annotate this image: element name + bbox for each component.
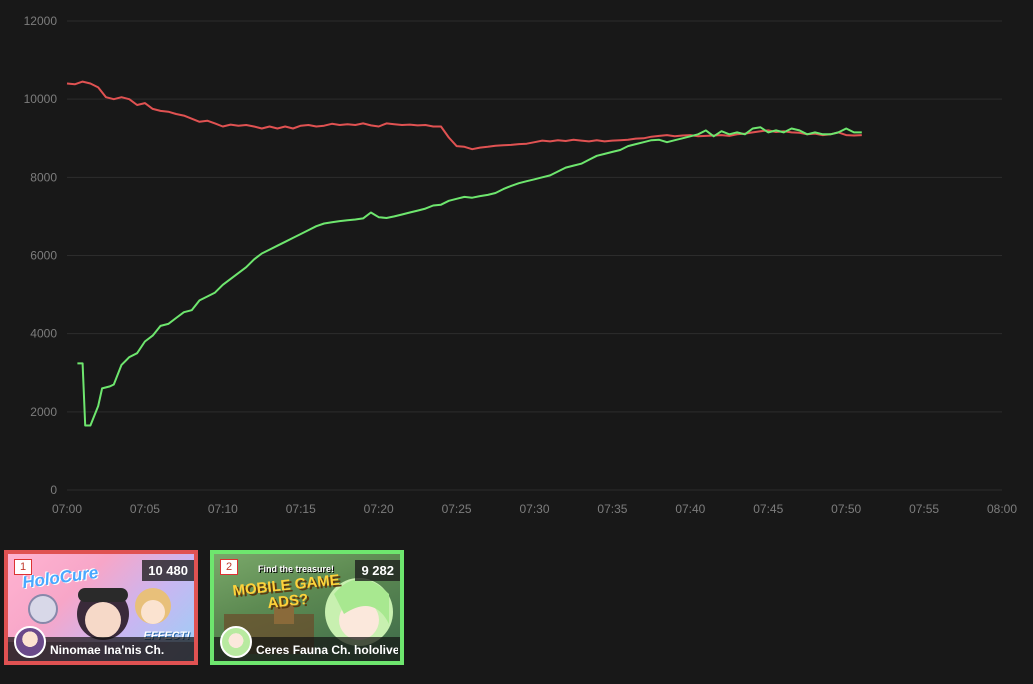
viewer-count: 10 480 [142, 560, 194, 581]
x-tick-label: 07:30 [519, 502, 549, 516]
chart-grid [67, 20, 1002, 491]
x-tick-label: 07:35 [597, 502, 627, 516]
x-tick-label: 07:05 [130, 502, 160, 516]
channel-name[interactable]: Ninomae Ina'nis Ch. [50, 643, 165, 657]
y-tick-label: 0 [50, 483, 57, 497]
x-tick-label: 07:25 [442, 502, 472, 516]
y-tick-label: 8000 [30, 170, 57, 184]
x-tick-label: 07:20 [364, 502, 394, 516]
rank-badge: 1 [14, 559, 32, 575]
avatar-icon [14, 626, 46, 658]
stream-card-2[interactable]: Find the treasure! MOBILE GAME ADS? 2 9 … [210, 550, 404, 665]
viewer-count: 9 282 [355, 560, 400, 581]
series-lines [66, 80, 862, 427]
avatar-icon [220, 626, 252, 658]
x-tick-label: 07:50 [831, 502, 861, 516]
x-tick-label: 07:55 [909, 502, 939, 516]
x-tick-label: 07:40 [675, 502, 705, 516]
x-tick-label: 08:00 [987, 502, 1017, 516]
x-axis-ticks: 07:00 07:05 07:10 07:15 07:20 07:25 07:30 07:35… [52, 502, 1017, 516]
y-axis-ticks: 0 2000 4000 6000 8000 10000 12000 [24, 14, 58, 497]
x-tick-label: 07:45 [753, 502, 783, 516]
thumbnail-title: Find the treasure! [258, 564, 335, 574]
y-tick-label: 6000 [30, 249, 57, 263]
y-tick-label: 2000 [30, 405, 57, 419]
y-tick-label: 10000 [24, 92, 58, 106]
series-line-2 [77, 126, 862, 427]
channel-name[interactable]: Ceres Fauna Ch. hololive- [256, 643, 398, 657]
x-tick-label: 07:15 [286, 502, 316, 516]
x-tick-label: 07:00 [52, 502, 82, 516]
rank-badge: 2 [220, 559, 238, 575]
y-tick-label: 4000 [30, 327, 57, 341]
series-line-1 [66, 80, 862, 151]
x-tick-label: 07:10 [208, 502, 238, 516]
y-tick-label: 12000 [24, 14, 58, 28]
stream-card-1[interactable]: HoloCure EFFECT! 1 10 480 Ninomae Ina'ni… [4, 550, 198, 665]
